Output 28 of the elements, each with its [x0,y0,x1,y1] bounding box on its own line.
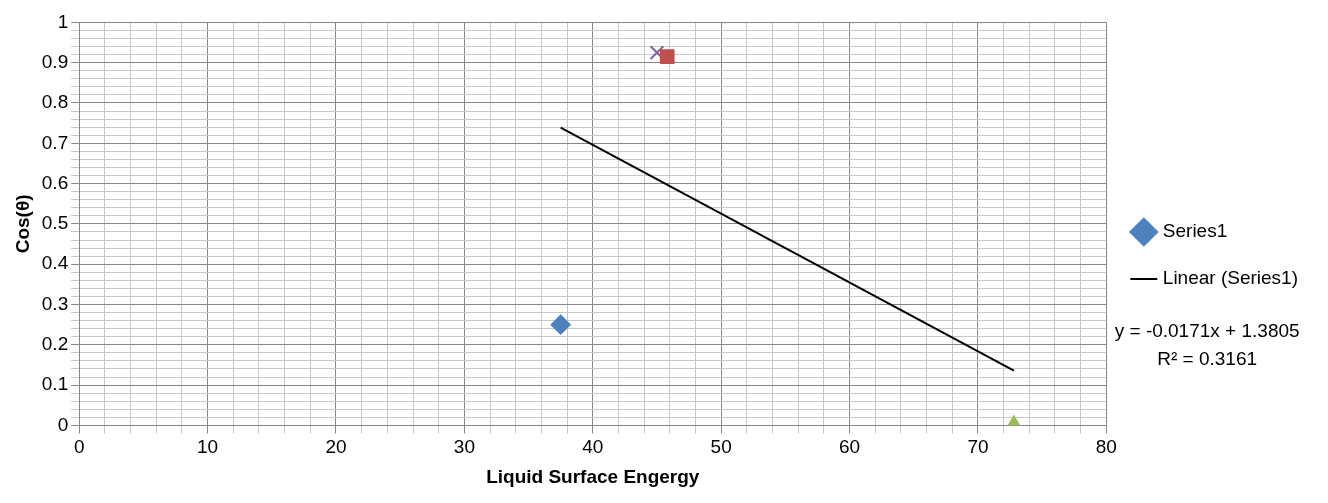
x-axis-title: Liquid Surface Engergy [486,465,700,487]
y-tick-label: 0.4 [41,252,69,274]
y-tick-label: 0.7 [41,131,69,153]
x-tick-label: 70 [967,436,989,458]
x-tick-label: 30 [453,436,475,458]
x-tick-label: 40 [582,436,604,458]
y-tick-label: 0.8 [41,91,69,113]
text: R² = 0.3161 [1157,347,1258,369]
y-tick-label: 1 [57,10,69,32]
y-tick-label: 0.9 [41,50,69,72]
y-tick-label: 0.3 [41,292,69,314]
point [659,49,675,65]
y-axis-title: Cos(θ) [11,194,33,254]
y-tick-label: 0.1 [41,373,69,395]
x-tick-label: 60 [838,436,861,458]
legend-label: Linear (Series1) [1162,267,1298,289]
y-tick-label: 0.6 [41,171,69,193]
x-tick-label: 50 [710,436,732,458]
x-tick-label: 10 [197,436,219,458]
text: y = -0.0171x + 1.3805 [1114,319,1300,341]
x-tick-label: 80 [1095,436,1117,458]
point [649,45,665,60]
x-tick-label: 0 [73,436,85,458]
y-tick-label: 0.5 [41,212,69,234]
legend-label: Series1 [1162,220,1228,242]
y-tick-label: 0 [57,413,69,435]
x-tick-label: 20 [325,436,347,458]
y-tick-label: 0.2 [41,333,69,355]
